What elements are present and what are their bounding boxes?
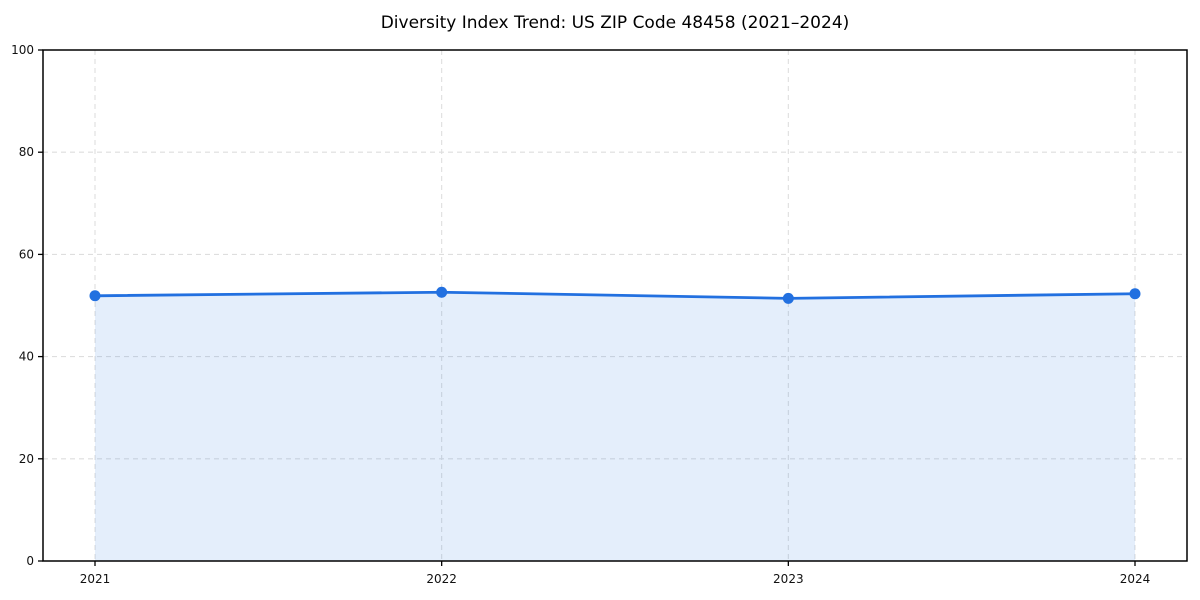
x-tick-label: 2023 <box>773 572 804 586</box>
data-point-marker <box>89 290 101 302</box>
y-tick-label: 20 <box>19 452 34 466</box>
plot-border <box>42 49 1188 562</box>
trend-line <box>93 290 1137 300</box>
x-tick-label: 2021 <box>80 572 111 586</box>
y-tick-label: 40 <box>19 350 34 364</box>
data-point-marker <box>436 286 448 298</box>
data-point-marker <box>1129 288 1141 300</box>
x-tick-label: 2022 <box>426 572 457 586</box>
data-point-marker <box>782 292 794 304</box>
chart-title: Diversity Index Trend: US ZIP Code 48458… <box>380 13 850 33</box>
area-fill <box>95 292 1135 561</box>
y-tick-label: 0 <box>26 554 34 568</box>
y-tick-label: 100 <box>11 43 34 57</box>
x-tick-label: 2024 <box>1120 572 1151 586</box>
y-tick-label: 80 <box>19 145 34 159</box>
y-tick-label: 60 <box>19 247 34 261</box>
